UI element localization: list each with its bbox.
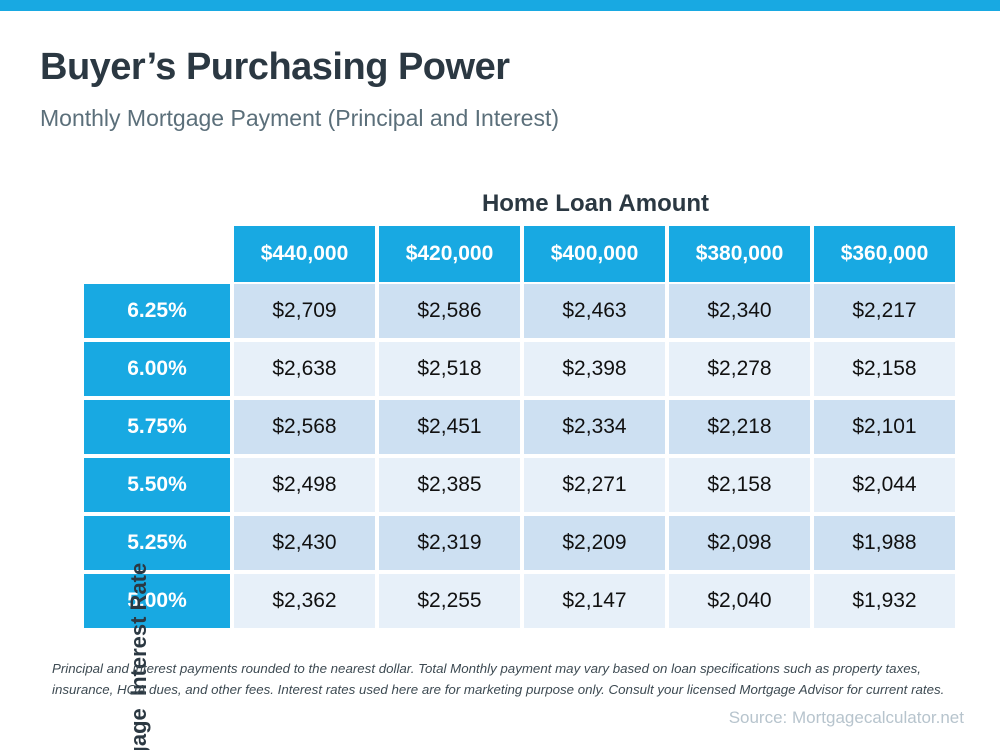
rate-header: 6.25% bbox=[84, 284, 230, 338]
payment-cell: $2,518 bbox=[379, 342, 520, 396]
page-title: Buyer’s Purchasing Power bbox=[40, 46, 510, 88]
payment-cell: $2,398 bbox=[524, 342, 665, 396]
payment-cell: $2,586 bbox=[379, 284, 520, 338]
rate-header: 5.25% bbox=[84, 516, 230, 570]
payment-cell: $2,209 bbox=[524, 516, 665, 570]
payment-cell: $2,709 bbox=[234, 284, 375, 338]
payment-cell: $2,040 bbox=[669, 574, 810, 628]
payment-cell: $2,319 bbox=[379, 516, 520, 570]
payment-cell: $2,385 bbox=[379, 458, 520, 512]
source-attribution: Source: Mortgagecalculator.net bbox=[728, 708, 964, 727]
payment-cell: $2,217 bbox=[814, 284, 955, 338]
page-subtitle: Monthly Mortgage Payment (Principal and … bbox=[40, 105, 560, 131]
column-header: $420,000 bbox=[379, 226, 520, 282]
payment-cell: $2,340 bbox=[669, 284, 810, 338]
payment-cell: $1,988 bbox=[814, 516, 955, 570]
payment-cell: $2,451 bbox=[379, 400, 520, 454]
payment-cell: $2,430 bbox=[234, 516, 375, 570]
payment-cell: $2,158 bbox=[669, 458, 810, 512]
payment-cell: $2,463 bbox=[524, 284, 665, 338]
payment-cell: $2,638 bbox=[234, 342, 375, 396]
disclaimer-footnote: Principal and interest payments rounded … bbox=[52, 661, 945, 698]
mortgage-payment-table: Mortgage Interest Rate $440,000 $420,000… bbox=[84, 226, 955, 750]
rate-header: 6.00% bbox=[84, 342, 230, 396]
rate-header: 5.75% bbox=[84, 400, 230, 454]
payment-cell: $1,932 bbox=[814, 574, 955, 628]
payment-cell: $2,158 bbox=[814, 342, 955, 396]
payment-cell: $2,271 bbox=[524, 458, 665, 512]
payment-cell: $2,101 bbox=[814, 400, 955, 454]
rate-header: 5.00% bbox=[84, 574, 230, 628]
payment-cell: $2,498 bbox=[234, 458, 375, 512]
column-header: $440,000 bbox=[234, 226, 375, 282]
payment-cell: $2,218 bbox=[669, 400, 810, 454]
accent-top-bar bbox=[0, 0, 1000, 11]
column-header: $400,000 bbox=[524, 226, 665, 282]
payment-cell: $2,044 bbox=[814, 458, 955, 512]
column-header: $360,000 bbox=[814, 226, 955, 282]
payment-cell: $2,278 bbox=[669, 342, 810, 396]
payment-cell: $2,362 bbox=[234, 574, 375, 628]
column-header: $380,000 bbox=[669, 226, 810, 282]
table-corner-cell bbox=[84, 226, 230, 280]
row-group-label: Mortgage Interest Rate bbox=[126, 562, 151, 750]
payment-cell: $2,568 bbox=[234, 400, 375, 454]
payment-cell: $2,098 bbox=[669, 516, 810, 570]
payment-cell: $2,147 bbox=[524, 574, 665, 628]
rate-header: 5.50% bbox=[84, 458, 230, 512]
payment-cell: $2,255 bbox=[379, 574, 520, 628]
column-group-label: Home Loan Amount bbox=[481, 190, 710, 217]
payment-cell: $2,334 bbox=[524, 400, 665, 454]
